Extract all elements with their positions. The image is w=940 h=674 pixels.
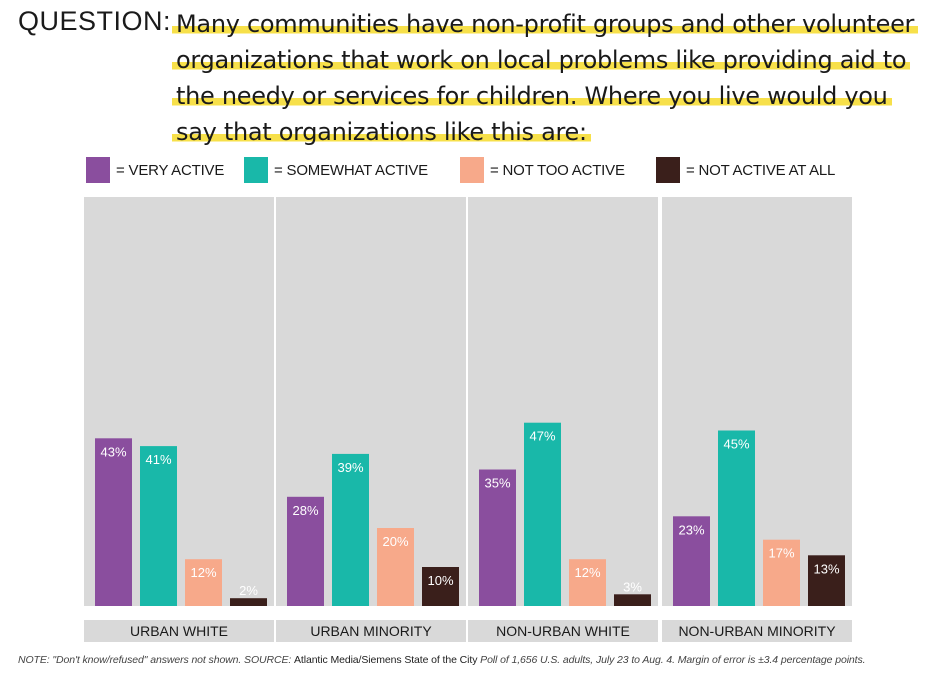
legend-swatch — [460, 157, 484, 183]
bar — [673, 516, 710, 606]
question-line: the needy or services for children. Wher… — [172, 78, 932, 114]
bar-value-label: 10% — [427, 573, 453, 588]
bar-value-label: 45% — [723, 437, 749, 452]
legend-item-somewhat-active: = SOMEWHAT ACTIVE — [244, 156, 428, 184]
bar-value-label: 2% — [239, 583, 258, 598]
question-line: say that organizations like this are: — [172, 114, 932, 150]
question-text: Many communities have non-profit groups … — [172, 6, 932, 150]
bar — [95, 438, 132, 606]
legend-label: = NOT TOO ACTIVE — [490, 161, 625, 179]
bar — [230, 598, 267, 606]
bar — [763, 539, 800, 606]
category-label-bg — [468, 620, 658, 642]
bar-value-label: 12% — [574, 565, 600, 580]
bar — [332, 453, 369, 606]
bar — [377, 528, 414, 606]
bar-value-label: 3% — [623, 579, 642, 594]
bar — [140, 446, 177, 606]
question-line: Many communities have non-profit groups … — [172, 6, 932, 42]
footnote: NOTE: "Don't know/refused" answers not s… — [18, 654, 866, 666]
legend-swatch — [656, 157, 680, 183]
bar-value-label: 39% — [337, 460, 363, 475]
bar — [718, 430, 755, 606]
bar-value-label: 13% — [813, 561, 839, 576]
category-label: URBAN WHITE — [130, 623, 228, 639]
legend-swatch — [86, 157, 110, 183]
bar — [287, 496, 324, 606]
question-label: QUESTION: — [18, 6, 172, 36]
bar-value-label: 43% — [100, 444, 126, 459]
legend-label: = SOMEWHAT ACTIVE — [274, 161, 428, 179]
legend-item-not-too-active: = NOT TOO ACTIVE — [460, 156, 625, 184]
legend-swatch — [244, 157, 268, 183]
bar-value-label: 23% — [678, 522, 704, 537]
legend-item-not-active-at-all: = NOT ACTIVE AT ALL — [656, 156, 835, 184]
legend-item-very-active: = VERY ACTIVE — [86, 156, 224, 184]
bar-value-label: 35% — [484, 476, 510, 491]
question-line: organizations that work on local problem… — [172, 42, 932, 78]
bar-value-label: 12% — [190, 565, 216, 580]
bar-value-label: 20% — [382, 534, 408, 549]
bar — [524, 422, 561, 606]
category-label: NON-URBAN MINORITY — [678, 623, 836, 639]
bar-value-label: 28% — [292, 503, 318, 518]
bar — [422, 567, 459, 606]
legend-label: = NOT ACTIVE AT ALL — [686, 161, 836, 179]
category-label-bg — [662, 620, 852, 642]
bar-value-label: 47% — [529, 429, 555, 444]
bar-value-label: 17% — [768, 546, 794, 561]
bar — [185, 559, 222, 606]
bar-value-label: 41% — [145, 452, 171, 467]
category-label: URBAN MINORITY — [310, 623, 432, 639]
bar — [569, 559, 606, 606]
bar — [614, 594, 651, 606]
bar — [808, 555, 845, 606]
bar — [479, 469, 516, 606]
category-label-bg — [276, 620, 466, 642]
legend-label: = VERY ACTIVE — [116, 161, 225, 179]
category-label: NON-URBAN WHITE — [496, 623, 630, 639]
category-label-bg — [84, 620, 274, 642]
